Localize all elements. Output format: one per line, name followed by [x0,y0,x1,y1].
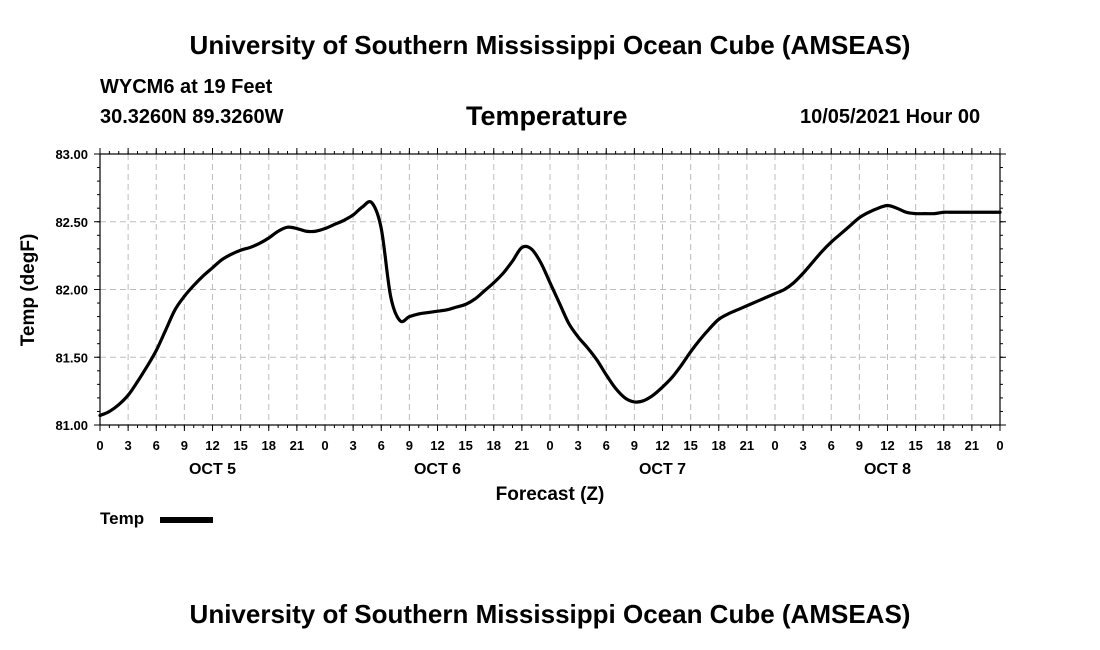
legend-label: Temp [100,509,145,528]
temp-series-line [98,200,1002,418]
axis-labels: 81.00 81.50 82.00 82.50 83.00 0 3 6 9 12 15 18 21 0 3 6… [55,147,1003,478]
x-tick-label: 9 [181,438,188,453]
x-tick-label: 9 [406,438,413,453]
x-tick-label: 12 [655,438,669,453]
x-tick-label: 18 [937,438,951,453]
x-tick-label: 0 [546,438,553,453]
day-label: OCT 8 [864,461,911,478]
x-tick-label: 12 [205,438,219,453]
x-tick-label: 18 [712,438,726,453]
y-tick-label: 82.00 [55,283,88,298]
coordinates-label: 30.3260N 89.3260W [100,106,284,128]
x-axis-title: Forecast (Z) [496,484,605,505]
legend-swatch [160,517,213,523]
x-tick-label: 21 [515,438,529,453]
x-tick-label: 21 [965,438,979,453]
day-label: OCT 7 [639,461,686,478]
series-layer [98,200,1002,418]
x-tick-label: 15 [458,438,472,453]
y-tick-label: 81.00 [55,418,88,433]
x-tick-label: 18 [487,438,501,453]
y-axis-title: Temp (degF) [18,234,39,347]
x-tick-label: 9 [631,438,638,453]
day-label: OCT 6 [414,461,461,478]
footer-title: University of Southern Mississippi Ocean… [189,599,911,629]
plot-frame [99,153,1001,426]
x-tick-label: 6 [378,438,385,453]
x-tick-label: 15 [233,438,247,453]
x-tick-label: 15 [683,438,697,453]
x-tick-label: 0 [996,438,1003,453]
run-time-label: 10/05/2021 Hour 00 [800,106,981,128]
x-tick-label: 15 [908,438,922,453]
x-tick-label: 21 [290,438,304,453]
x-tick-label: 3 [800,438,807,453]
x-tick-label: 3 [575,438,582,453]
x-tick-label: 3 [125,438,132,453]
x-tick-label: 0 [96,438,103,453]
day-label: OCT 5 [189,461,236,478]
y-tick-label: 81.50 [55,350,88,365]
x-tick-label: 3 [350,438,357,453]
x-tick-label: 12 [880,438,894,453]
x-tick-label: 9 [856,438,863,453]
x-tick-label: 0 [321,438,328,453]
variable-title: Temperature [466,101,628,131]
x-tick-label: 6 [153,438,160,453]
x-tick-label: 18 [262,438,276,453]
y-tick-label: 83.00 [55,147,88,162]
x-tick-label: 21 [740,438,754,453]
x-tick-label: 0 [771,438,778,453]
header-title: University of Southern Mississippi Ocean… [189,30,911,60]
station-label: WYCM6 at 19 Feet [100,76,273,98]
grid [100,154,1000,425]
y-tick-label: 82.50 [55,215,88,230]
x-tick-label: 6 [603,438,610,453]
x-tick-label: 6 [828,438,835,453]
x-tick-label: 12 [430,438,444,453]
